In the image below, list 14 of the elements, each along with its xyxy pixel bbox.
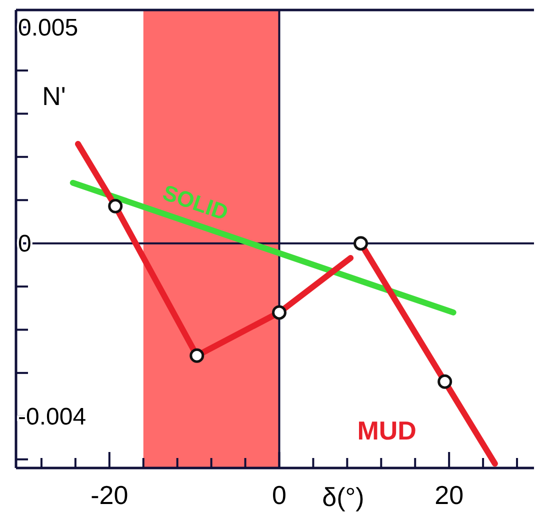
point bbox=[438, 374, 452, 389]
y-tick-label: -0.004 bbox=[18, 404, 86, 431]
series-label: MUD bbox=[357, 416, 416, 446]
point bbox=[354, 236, 368, 251]
text: SOLID bbox=[160, 180, 232, 226]
y-axis-title: N' bbox=[42, 81, 66, 111]
point bbox=[190, 348, 204, 363]
x-tick-label: 20 bbox=[434, 480, 464, 510]
x-axis-title: δ(°) bbox=[322, 482, 364, 512]
y-tick-label: 0.005 bbox=[18, 14, 78, 42]
x-tick-label: 0 bbox=[272, 480, 286, 510]
x-tick-label: -20 bbox=[90, 480, 128, 510]
point bbox=[272, 305, 286, 320]
point bbox=[108, 198, 123, 214]
